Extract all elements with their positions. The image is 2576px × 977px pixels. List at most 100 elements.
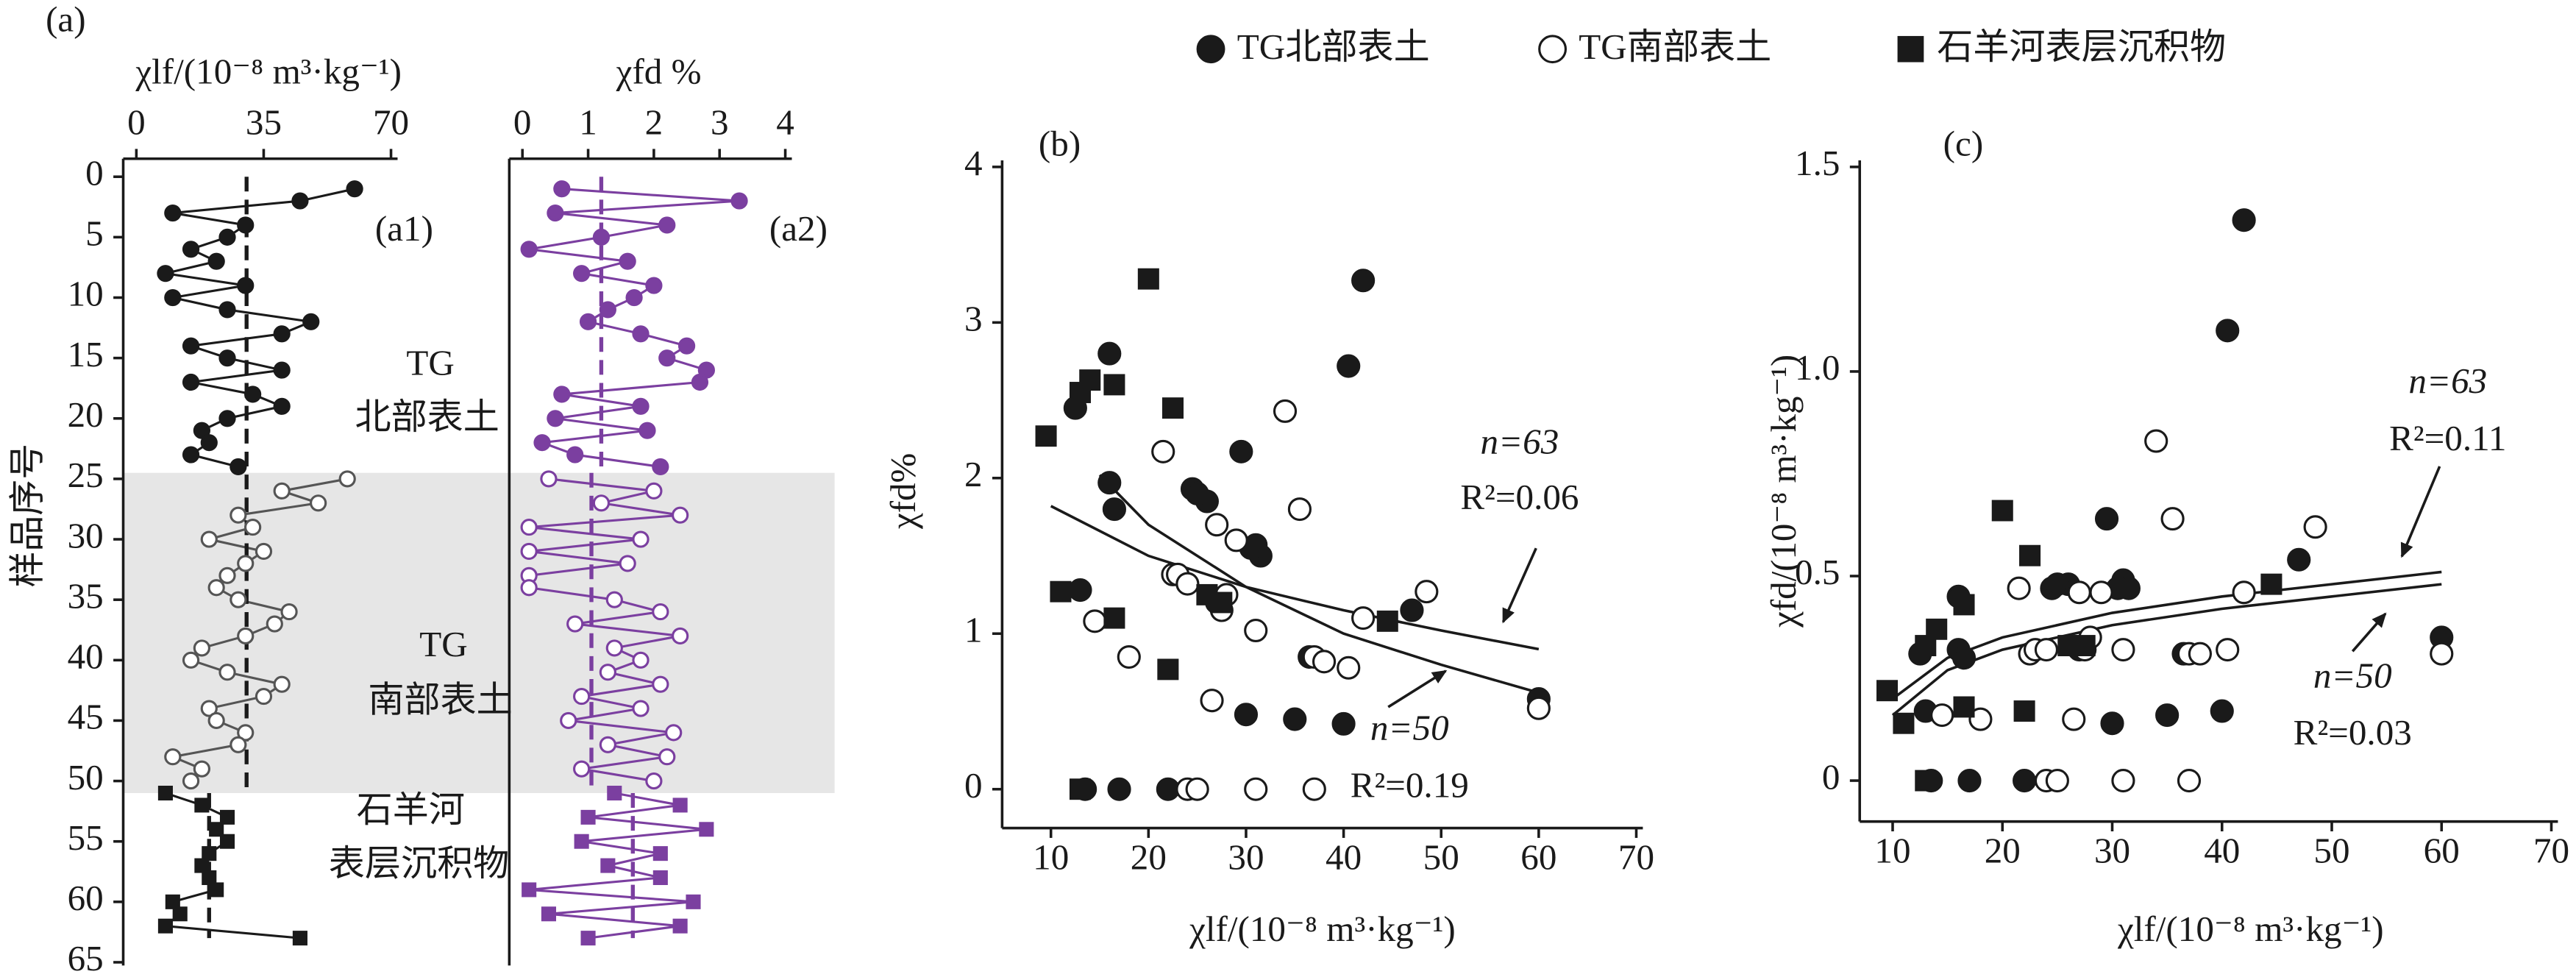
marker-open-circle [632,651,650,669]
marker-filled-circle [566,446,584,463]
marker-square [157,918,173,934]
marker-open-circle [2111,638,2135,662]
marker-open-circle [207,579,225,597]
fit-curve [1050,505,1540,651]
marker-square [157,785,173,801]
marker-open-circle [200,700,218,717]
fit-annotation: R²=0.11 [2389,418,2506,458]
marker-filled-circle [599,301,616,319]
y-axis-label: χfd/(10⁻⁸ m³·kg⁻¹) [1763,355,1804,628]
marker-open-circle [599,664,616,681]
x-tick-label: 40 [1326,836,1362,877]
fit-annotation: R²=0.03 [2294,712,2412,753]
marker-filled-circle [164,204,182,222]
marker-square [1893,712,1915,734]
marker-open-circle [1287,497,1312,522]
legend-label: TG南部表土 [1579,26,1771,67]
marker-open-circle [1337,656,1361,680]
y-tick-label: 4 [964,143,983,183]
marker-open-circle [2232,580,2256,605]
marker-filled-circle [346,180,363,198]
y-tick-label: 35 [68,575,104,616]
y-tick-label: 0 [1822,756,1840,797]
marker-open-circle [218,566,236,584]
y-axis-label: 样品序号 [6,444,49,588]
panel: 0 35 7005101520253035404550556065(a)χlf/(1… [6,0,835,977]
marker-square [219,834,235,849]
marker-filled-circle [1068,578,1092,603]
marker-filled-circle [1196,35,1225,64]
x-axis-label: χlf/(10⁻⁸ m³·kg⁻¹) [135,51,402,92]
marker-open-circle [658,748,676,766]
marker-square [2074,635,2096,657]
y-tick-label: 2 [964,454,983,494]
marker-open-circle [1538,35,1568,64]
marker-open-circle [1200,689,1224,713]
marker-open-circle [1205,513,1229,537]
marker-square [1953,594,1975,616]
marker-open-circle [566,615,584,633]
panel-label: (a2) [769,208,828,249]
marker-square [1915,770,1937,792]
fit-annotation: n=63 [2408,360,2487,401]
marker-open-circle [2062,707,2086,731]
marker-filled-circle [218,228,236,246]
marker-square [607,785,622,801]
x-tick-label: 3 [711,102,729,143]
marker-filled-circle [547,204,564,222]
marker-open-circle [218,664,236,681]
y-tick-label: 15 [68,334,104,374]
marker-filled-circle [1229,439,1253,463]
marker-filled-circle [2216,319,2240,343]
marker-square [574,834,589,849]
marker-square [699,822,714,837]
marker-filled-circle [182,241,200,258]
y-tick-label: 55 [68,817,104,858]
fit-annotation: n=63 [1481,421,1559,461]
marker-open-circle [230,591,247,608]
marker-filled-circle [632,397,650,415]
marker-square [522,882,537,898]
marker-square [580,931,596,946]
marker-filled-circle [237,277,255,294]
marker-filled-circle [2045,572,2069,597]
marker-filled-circle [573,265,591,283]
marker-square [1103,607,1125,629]
marker-open-circle [237,627,255,645]
marker-open-circle [182,772,200,790]
marker-filled-circle [645,277,663,294]
marker-filled-circle [230,458,247,476]
marker-filled-circle [182,337,200,355]
marker-open-circle [230,736,247,753]
marker-filled-circle [2094,507,2119,531]
marker-filled-circle [1337,354,1361,378]
marker-square [2260,573,2283,595]
annotation-arrow [1501,547,1537,624]
marker-filled-circle [1351,269,1376,293]
marker-open-circle [605,591,623,608]
y-tick-label: 60 [68,878,104,918]
y-tick-label: 0.5 [1795,552,1840,592]
marker-filled-circle [2210,699,2234,723]
marker-open-circle [540,470,558,488]
panel: 0 1 2 3 4 χfd % (a2) [508,51,828,966]
fit-curve [1891,583,2442,717]
marker-square [194,797,210,813]
x-tick-label: 0 [127,102,146,143]
marker-open-circle [182,651,200,669]
marker-square [672,918,688,934]
y-tick-label: 65 [68,938,104,977]
marker-filled-circle [2100,711,2124,736]
y-tick-label: 1.5 [1795,143,1840,183]
marker-square [1926,618,1948,640]
x-tick-label: 60 [1520,836,1556,877]
marker-open-circle [605,639,623,657]
y-tick-label: 3 [964,299,983,339]
marker-filled-circle [1951,646,1977,670]
marker-open-circle [273,675,291,693]
marker-square [1161,397,1184,419]
marker-filled-circle [193,422,211,439]
marker-square [2019,544,2041,566]
y-tick-label: 10 [68,274,104,314]
marker-square [1897,35,1924,63]
